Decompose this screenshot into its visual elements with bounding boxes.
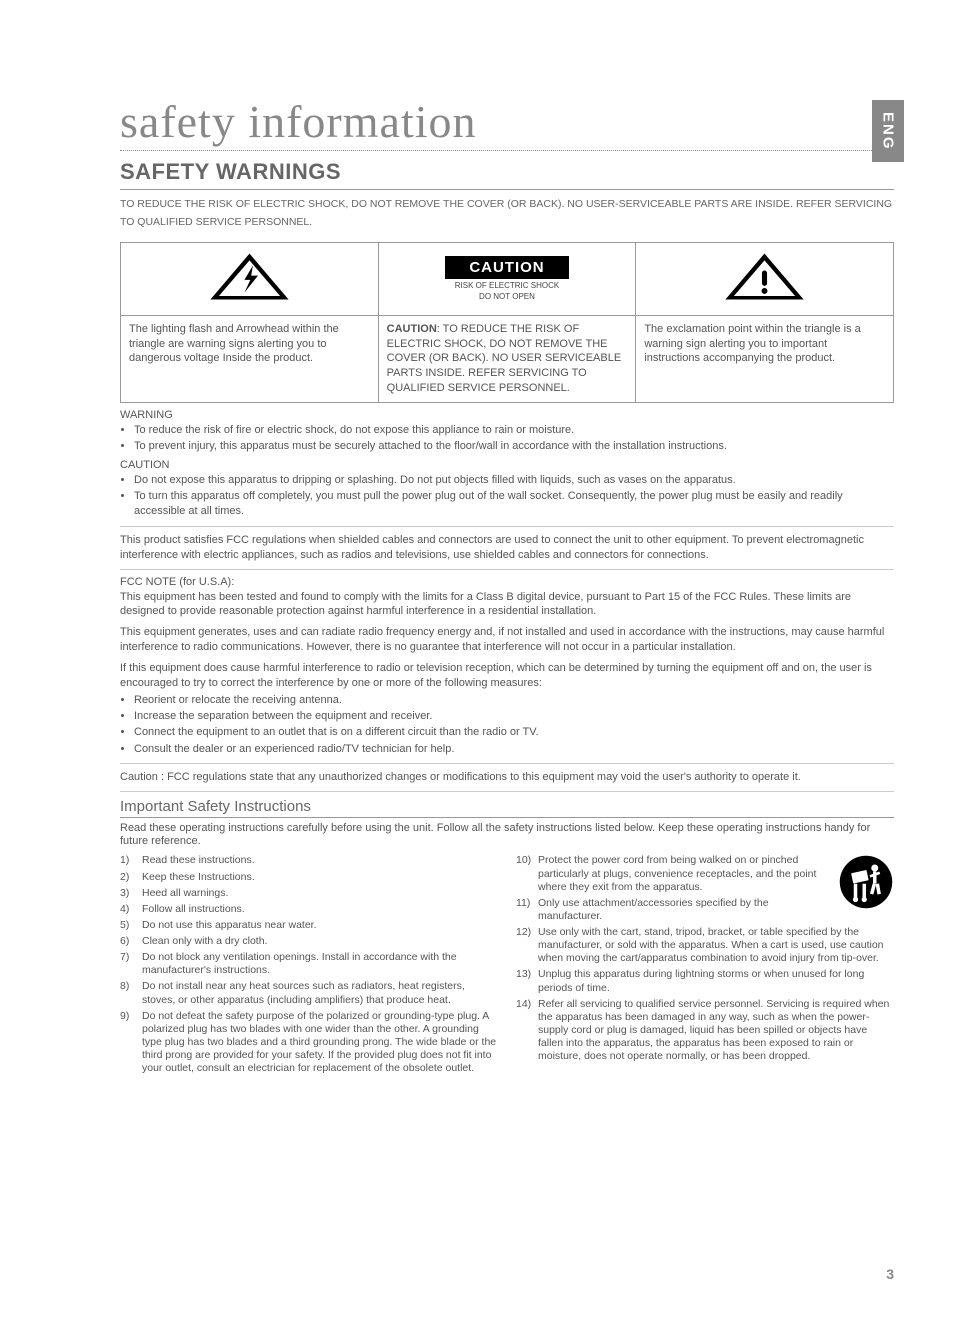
fcc-measures-list: Reorient or relocate the receiving anten… bbox=[120, 693, 894, 758]
item-number: 13) bbox=[516, 968, 538, 994]
divider bbox=[120, 569, 894, 570]
item-text: Use only with the cart, stand, tripod, b… bbox=[538, 926, 894, 965]
left-column: 1)Read these instructions.2)Keep these I… bbox=[120, 854, 498, 1078]
cart-tipover-icon bbox=[838, 854, 894, 910]
fcc-note-head: FCC NOTE (for U.S.A): bbox=[120, 576, 894, 588]
desc-mid-text: CAUTION: TO REDUCE THE RISK OF ELECTRIC … bbox=[387, 322, 628, 396]
list-item: 11)Only use attachment/accessories speci… bbox=[516, 897, 832, 923]
main-title: safety information bbox=[120, 95, 894, 148]
reduce-risk-line: TO REDUCE THE RISK OF ELECTRIC SHOCK, DO… bbox=[120, 196, 894, 232]
section-header: SAFETY WARNINGS bbox=[120, 159, 894, 185]
list-item: 2)Keep these Instructions. bbox=[120, 871, 498, 884]
caution-list: Do not expose this apparatus to dripping… bbox=[120, 473, 894, 520]
imp-intro: Read these operating instructions carefu… bbox=[120, 822, 894, 848]
list-item: 9)Do not defeat the safety purpose of th… bbox=[120, 1010, 498, 1076]
item-number: 12) bbox=[516, 926, 538, 965]
item-text: Do not use this apparatus near water. bbox=[142, 919, 498, 932]
caution-sub1: RISK OF ELECTRIC SHOCK bbox=[387, 281, 628, 291]
item-number: 6) bbox=[120, 935, 142, 948]
list-item: 14)Refer all servicing to qualified serv… bbox=[516, 998, 894, 1064]
desc-cell-right: The exclamation point within the triangl… bbox=[636, 315, 894, 402]
list-item: Reorient or relocate the receiving anten… bbox=[134, 693, 894, 708]
list-item: To turn this apparatus off completely, y… bbox=[134, 489, 894, 520]
table-row: CAUTION RISK OF ELECTRIC SHOCK DO NOT OP… bbox=[121, 242, 894, 315]
divider bbox=[120, 526, 894, 527]
table-row: The lighting flash and Arrowhead within … bbox=[121, 315, 894, 402]
imp-safety-head: Important Safety Instructions bbox=[120, 798, 894, 815]
list-item: 6)Clean only with a dry cloth. bbox=[120, 935, 498, 948]
desc-right-text: The exclamation point within the triangl… bbox=[644, 322, 885, 367]
item-text: Clean only with a dry cloth. bbox=[142, 935, 498, 948]
item-number: 8) bbox=[120, 980, 142, 1006]
caution-subhead: CAUTION bbox=[120, 459, 894, 471]
page-container: ENG safety information SAFETY WARNINGS T… bbox=[0, 0, 954, 1322]
item-text: Keep these Instructions. bbox=[142, 871, 498, 884]
item-text: Follow all instructions. bbox=[142, 903, 498, 916]
right-column: 10)Protect the power cord from being wal… bbox=[516, 854, 894, 1078]
language-tab: ENG bbox=[872, 100, 904, 162]
item-number: 2) bbox=[120, 871, 142, 884]
list-item: 4)Follow all instructions. bbox=[120, 903, 498, 916]
item-number: 5) bbox=[120, 919, 142, 932]
item-number: 9) bbox=[120, 1010, 142, 1076]
item-text: Protect the power cord from being walked… bbox=[538, 854, 832, 893]
item-number: 10) bbox=[516, 854, 538, 893]
caution-black-box: CAUTION bbox=[445, 256, 568, 279]
list-item: 3)Heed all warnings. bbox=[120, 887, 498, 900]
numbered-list-left: 1)Read these instructions.2)Keep these I… bbox=[120, 854, 498, 1075]
two-column-container: 1)Read these instructions.2)Keep these I… bbox=[120, 854, 894, 1078]
caution-sub2: DO NOT OPEN bbox=[387, 292, 628, 302]
divider bbox=[120, 791, 894, 792]
item-text: Do not block any ventilation openings. I… bbox=[142, 951, 498, 977]
item-number: 1) bbox=[120, 854, 142, 867]
list-item: To reduce the risk of fire or electric s… bbox=[134, 423, 894, 438]
item-text: Heed all warnings. bbox=[142, 887, 498, 900]
desc-cell-left: The lighting flash and Arrowhead within … bbox=[121, 315, 379, 402]
exclamation-triangle-icon bbox=[722, 249, 807, 304]
warning-subhead: WARNING bbox=[120, 409, 894, 421]
caution-bold: CAUTION bbox=[387, 323, 437, 335]
desc-cell-mid: CAUTION: TO REDUCE THE RISK OF ELECTRIC … bbox=[378, 315, 636, 402]
item-text: Do not defeat the safety purpose of the … bbox=[142, 1010, 498, 1076]
list-item: 13)Unplug this apparatus during lightnin… bbox=[516, 968, 894, 994]
fcc-p1: This equipment has been tested and found… bbox=[120, 590, 894, 620]
list-item: 10)Protect the power cord from being wal… bbox=[516, 854, 832, 893]
title-underline bbox=[120, 150, 894, 151]
fcc-p2: This equipment generates, uses and can r… bbox=[120, 625, 894, 655]
item-text: Do not install near any heat sources suc… bbox=[142, 980, 498, 1006]
warning-table: CAUTION RISK OF ELECTRIC SHOCK DO NOT OP… bbox=[120, 242, 894, 403]
desc-left-text: The lighting flash and Arrowhead within … bbox=[129, 322, 370, 367]
list-item: To prevent injury, this apparatus must b… bbox=[134, 439, 894, 454]
list-item: 1)Read these instructions. bbox=[120, 854, 498, 867]
item-text: Read these instructions. bbox=[142, 854, 498, 867]
imp-underline bbox=[120, 817, 894, 818]
list-item: Connect the equipment to an outlet that … bbox=[134, 725, 894, 740]
item-number: 4) bbox=[120, 903, 142, 916]
item-text: Refer all servicing to qualified service… bbox=[538, 998, 894, 1064]
icon-cell-caution: CAUTION RISK OF ELECTRIC SHOCK DO NOT OP… bbox=[378, 242, 636, 315]
fcc-p3: If this equipment does cause harmful int… bbox=[120, 661, 894, 691]
list-item: Consult the dealer or an experienced rad… bbox=[134, 742, 894, 757]
list-item: 12)Use only with the cart, stand, tripod… bbox=[516, 926, 894, 965]
list-item: 8)Do not install near any heat sources s… bbox=[120, 980, 498, 1006]
divider bbox=[120, 763, 894, 764]
icon-cell-lightning bbox=[121, 242, 379, 315]
list-item: Increase the separation between the equi… bbox=[134, 709, 894, 724]
warning-list: To reduce the risk of fire or electric s… bbox=[120, 423, 894, 455]
item-number: 14) bbox=[516, 998, 538, 1064]
lightning-triangle-icon bbox=[207, 249, 292, 304]
item-number: 11) bbox=[516, 897, 538, 923]
list-item: 7)Do not block any ventilation openings.… bbox=[120, 951, 498, 977]
list-item: 5)Do not use this apparatus near water. bbox=[120, 919, 498, 932]
item-text: Unplug this apparatus during lightning s… bbox=[538, 968, 894, 994]
section-underline bbox=[120, 189, 894, 190]
item-number: 7) bbox=[120, 951, 142, 977]
item-number: 3) bbox=[120, 887, 142, 900]
page-number: 3 bbox=[886, 1266, 894, 1282]
item-text: Only use attachment/accessories specifie… bbox=[538, 897, 832, 923]
fcc-para: This product satisfies FCC regulations w… bbox=[120, 533, 894, 563]
list-item: Do not expose this apparatus to dripping… bbox=[134, 473, 894, 488]
icon-cell-exclaim bbox=[636, 242, 894, 315]
fcc-caution-line: Caution : FCC regulations state that any… bbox=[120, 770, 894, 785]
